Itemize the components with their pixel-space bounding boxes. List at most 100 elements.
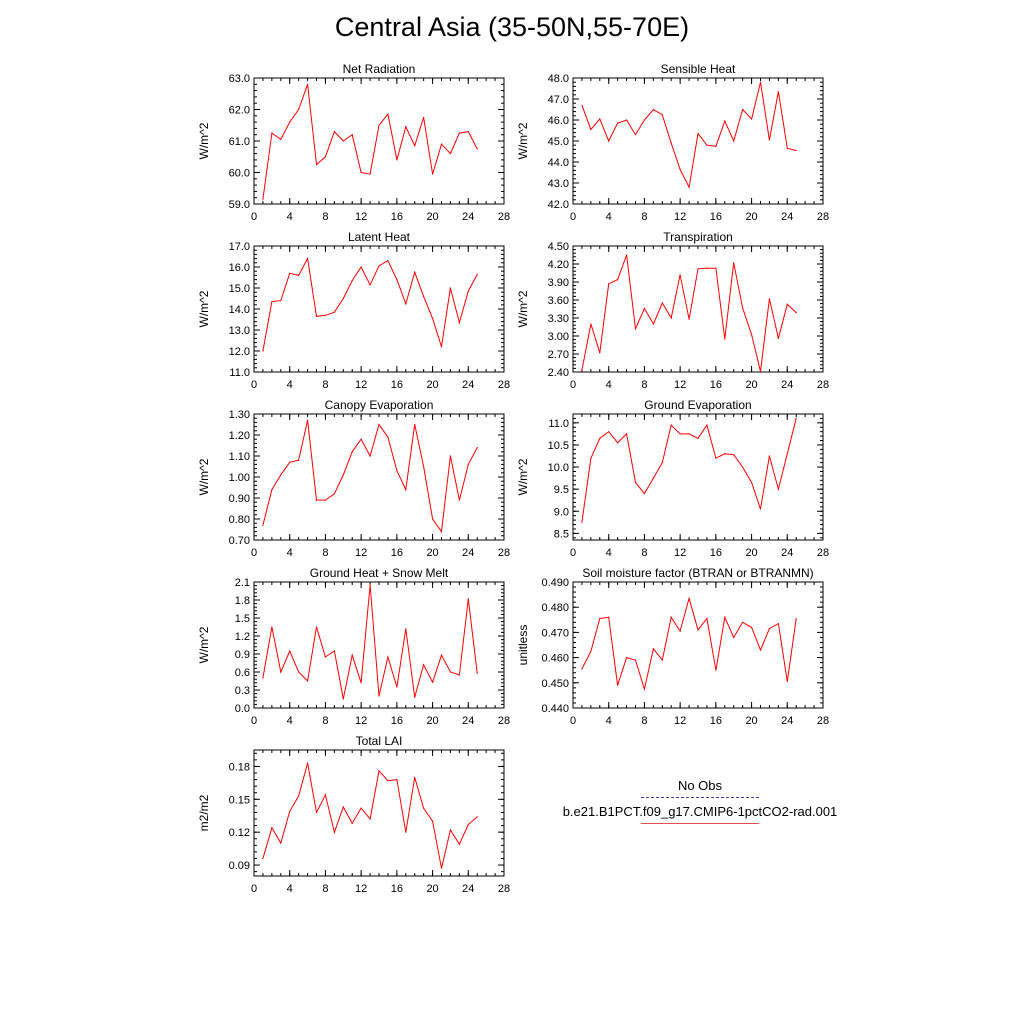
data-point — [715, 457, 717, 459]
data-point — [590, 128, 592, 131]
data-point — [289, 650, 291, 652]
data-point — [768, 139, 771, 141]
data-point — [795, 417, 797, 420]
data-point — [634, 328, 637, 330]
data-point — [476, 148, 478, 150]
data-point — [599, 437, 601, 439]
data-point — [342, 297, 344, 300]
data-point — [333, 130, 335, 133]
data-point — [742, 466, 744, 468]
data-point — [652, 477, 654, 479]
y-tick-label: 9.0 — [554, 506, 569, 518]
data-point — [777, 91, 779, 93]
data-point — [262, 350, 264, 352]
x-tick-label: 20 — [745, 547, 757, 559]
data-point — [581, 369, 583, 371]
y-tick-label: 1.2 — [235, 631, 250, 643]
data-point — [599, 617, 601, 620]
data-point — [581, 668, 583, 670]
y-tick-label: 0.9 — [235, 649, 250, 661]
data-point — [378, 695, 380, 697]
data-point — [679, 433, 681, 435]
x-tick-label: 0 — [251, 379, 257, 391]
legend-label-model: b.e21.B1PCT.f09_g17.CMIP6-1pctCO2-rad.00… — [562, 804, 838, 819]
series-line — [581, 596, 797, 692]
data-point — [315, 164, 318, 166]
y-tick-label: 8.5 — [554, 528, 569, 540]
data-point — [724, 338, 726, 340]
x-tick-label: 16 — [710, 547, 722, 559]
data-point — [670, 317, 672, 319]
data-point — [360, 807, 362, 809]
panel-title: Total LAI — [356, 734, 403, 748]
data-point — [476, 447, 478, 449]
y-tick-label: 1.8 — [235, 595, 250, 607]
y-tick-label: 0.90 — [229, 493, 250, 505]
data-point — [697, 629, 699, 631]
data-point — [688, 318, 690, 320]
panel-title: Latent Heat — [348, 230, 411, 244]
x-tick-label: 4 — [606, 379, 612, 391]
data-point — [280, 474, 282, 476]
x-tick-label: 12 — [355, 883, 367, 895]
y-tick-label: 3.00 — [548, 331, 569, 343]
x-tick-label: 16 — [391, 883, 403, 895]
y-tick-label: 0.18 — [229, 761, 250, 773]
data-point — [768, 628, 771, 630]
data-point — [333, 831, 335, 833]
data-point — [759, 370, 762, 372]
y-tick-label: 13.0 — [229, 325, 250, 337]
y-tick-label: 63.0 — [229, 73, 250, 85]
y-tick-label: 2.70 — [548, 349, 569, 361]
y-tick-label: 2.1 — [235, 577, 250, 589]
y-axis-label: W/m^2 — [197, 458, 211, 495]
y-axis-label: W/m^2 — [516, 290, 530, 327]
data-point — [298, 108, 300, 111]
data-point — [387, 113, 389, 115]
data-point — [315, 315, 318, 317]
x-tick-label: 4 — [287, 547, 293, 559]
y-tick-label: 0.12 — [229, 827, 250, 839]
x-tick-label: 8 — [322, 211, 328, 223]
y-tick-label: 10.5 — [548, 440, 569, 452]
x-tick-label: 4 — [606, 547, 612, 559]
data-point — [440, 531, 443, 533]
panel-title: Transpiration — [663, 230, 733, 244]
data-point — [289, 121, 291, 123]
data-point — [786, 453, 788, 455]
y-tick-label: 12.0 — [229, 346, 250, 358]
data-point — [431, 173, 434, 175]
data-point — [396, 686, 398, 688]
x-tick-label: 4 — [287, 211, 293, 223]
series-line — [581, 254, 797, 372]
x-tick-label: 28 — [498, 883, 510, 895]
data-point — [706, 267, 708, 269]
panel-title: Soil moisture factor (BTRAN or BTRANMN) — [582, 566, 813, 580]
data-point — [369, 584, 371, 586]
y-tick-label: 0.09 — [229, 860, 250, 872]
data-point — [777, 488, 779, 490]
y-tick-label: 1.00 — [229, 472, 250, 484]
y-tick-label: 61.0 — [229, 136, 250, 148]
series-line — [581, 82, 797, 189]
data-point — [706, 424, 708, 426]
data-point — [351, 654, 353, 656]
x-tick-label: 20 — [745, 211, 757, 223]
y-tick-label: 1.5 — [235, 613, 250, 625]
x-tick-label: 8 — [641, 211, 647, 223]
y-tick-label: 0.480 — [541, 602, 569, 614]
data-point — [795, 617, 797, 620]
data-point — [608, 140, 610, 142]
data-point — [715, 267, 717, 269]
data-point — [786, 303, 788, 305]
y-tick-label: 45.0 — [548, 136, 569, 148]
data-point — [449, 671, 452, 673]
y-tick-label: 59.0 — [229, 199, 250, 211]
data-point — [634, 481, 637, 484]
data-point — [271, 132, 273, 134]
chart-panel-2: 0 4 8 12 16 20 24 28 42.0 43.0 44.0 45.0 46.0 47.0 48.… — [516, 62, 829, 223]
x-tick-label: 16 — [391, 379, 403, 391]
data-point — [396, 279, 398, 281]
y-tick-label: 0.70 — [229, 535, 250, 547]
x-tick-label: 28 — [817, 211, 829, 223]
